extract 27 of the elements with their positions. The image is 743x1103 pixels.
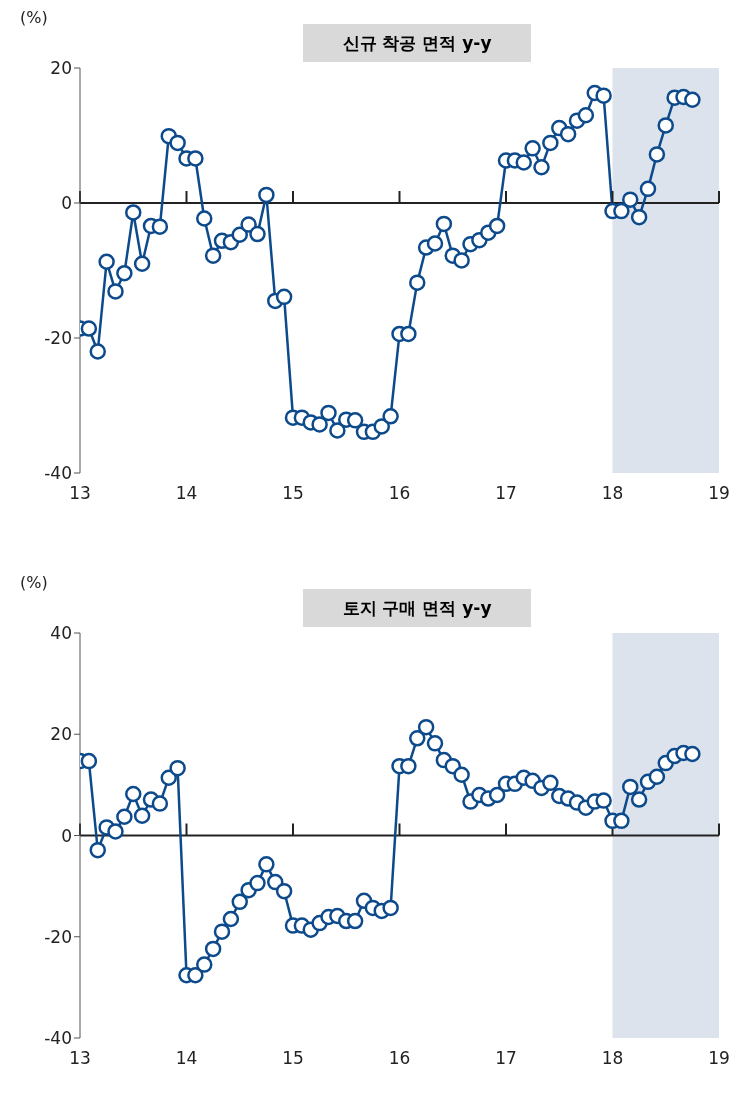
x-tick-label: 13 bbox=[69, 1048, 91, 1069]
x-tick-label: 16 bbox=[388, 1048, 411, 1069]
y-tick-label: -20 bbox=[44, 926, 72, 947]
y-tick-label: -20 bbox=[44, 328, 72, 349]
y-tick-label: -40 bbox=[44, 463, 72, 484]
x-tick-label: 13 bbox=[69, 483, 91, 504]
y-axis-title: (%) bbox=[20, 8, 48, 27]
y-tick-label: -40 bbox=[44, 1028, 72, 1049]
x-tick-label: 19 bbox=[708, 1048, 730, 1069]
x-tick-label: 16 bbox=[388, 483, 411, 504]
x-tick-label: 18 bbox=[601, 1048, 624, 1069]
y-tick-label: 0 bbox=[61, 193, 72, 214]
y-tick-label: 40 bbox=[50, 623, 72, 644]
x-tick-label: 17 bbox=[495, 1048, 517, 1069]
chart-title: 신규 착공 면적 y-y bbox=[303, 24, 531, 62]
x-tick-label: 15 bbox=[282, 483, 304, 504]
y-tick-label: 20 bbox=[50, 724, 72, 745]
x-tick-label: 17 bbox=[495, 483, 517, 504]
y-axis-title: (%) bbox=[20, 573, 48, 592]
x-tick-label: 19 bbox=[708, 483, 730, 504]
x-tick-label: 14 bbox=[175, 483, 198, 504]
x-tick-label: 14 bbox=[175, 1048, 198, 1069]
x-tick-label: 15 bbox=[282, 1048, 304, 1069]
chart-title: 토지 구매 면적 y-y bbox=[303, 589, 531, 627]
y-tick-label: 0 bbox=[61, 825, 72, 846]
y-tick-label: 20 bbox=[50, 58, 72, 79]
x-tick-label: 18 bbox=[601, 483, 624, 504]
